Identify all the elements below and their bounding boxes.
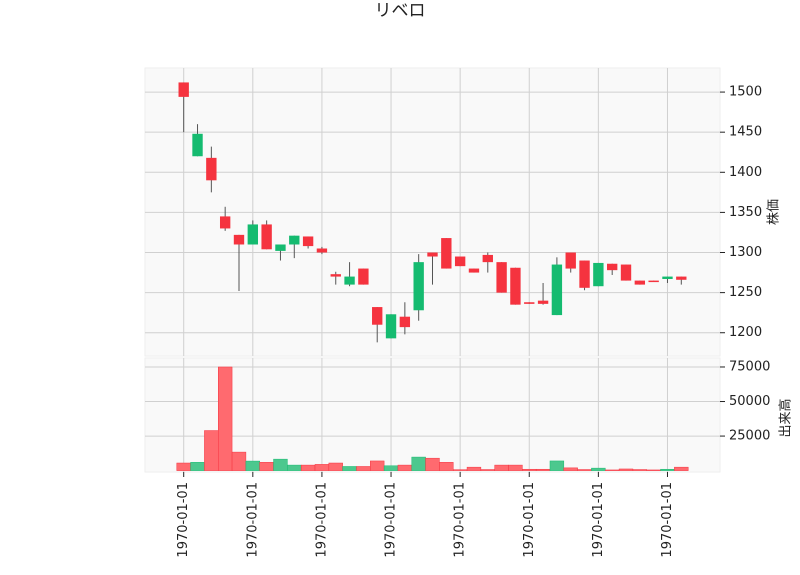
candle-body	[537, 300, 549, 304]
volume-bar	[342, 466, 357, 471]
volume-bar	[287, 464, 302, 471]
volume-bar	[314, 464, 330, 471]
x-tick-label: 1970-01-01	[522, 482, 537, 558]
candle-body	[468, 268, 480, 273]
candle-body	[551, 264, 563, 316]
y-axis-label: 出来高	[778, 398, 794, 437]
volume-bar	[480, 469, 495, 471]
volume-bar	[452, 469, 468, 471]
volume-bar	[218, 366, 233, 471]
candle-body	[316, 248, 328, 253]
candle-body	[275, 244, 286, 251]
volume-bar	[439, 462, 454, 471]
volume-bar	[397, 464, 413, 471]
candle-body	[620, 264, 632, 281]
candle-body	[413, 262, 424, 311]
x-tick-label: 1970-01-01	[176, 482, 191, 558]
chart-title: リベロ	[375, 1, 426, 21]
volume-bar	[508, 464, 523, 471]
y-tick-label: 1450	[729, 125, 762, 140]
candle-body	[454, 256, 466, 267]
volume-bar	[425, 457, 440, 471]
candle-body	[358, 268, 369, 285]
x-tick-label: 1970-01-01	[660, 482, 675, 558]
candle-body	[510, 267, 521, 305]
volume-bar	[494, 464, 509, 471]
candle-body	[676, 276, 687, 280]
candle-body	[289, 235, 300, 245]
candle-body	[206, 157, 217, 181]
y-tick-label: 50000	[729, 394, 770, 409]
volume-bar	[273, 458, 288, 471]
volume-bar	[535, 468, 551, 471]
candle-body	[261, 224, 272, 250]
volume-bar	[259, 462, 274, 471]
volume-bar	[522, 468, 537, 471]
y-tick-label: 25000	[729, 429, 770, 444]
volume-bar	[466, 466, 482, 471]
x-tick-label: 1970-01-01	[591, 482, 606, 558]
candle-body	[482, 254, 493, 263]
y-tick-label: 75000	[729, 359, 770, 374]
candle-body	[219, 216, 231, 229]
volume-bar	[660, 468, 675, 471]
volume-bar	[190, 462, 205, 471]
x-tick-label: 1970-01-01	[384, 482, 399, 558]
volume-bar	[577, 469, 592, 471]
candle-body	[330, 274, 341, 277]
candle-body	[607, 263, 618, 271]
candle-body	[385, 314, 397, 339]
volume-bar	[370, 460, 385, 471]
x-tick-label: 1970-01-01	[453, 482, 468, 558]
candle-body	[399, 316, 411, 328]
y-tick-label: 1350	[729, 205, 762, 220]
candle-body	[427, 252, 438, 257]
candle-body	[565, 252, 576, 269]
candle-body	[662, 276, 673, 279]
volume-bar	[591, 467, 606, 471]
volume-bar	[176, 462, 191, 471]
candle-body	[192, 133, 203, 157]
candle-body	[648, 280, 659, 283]
volume-bar	[356, 466, 371, 471]
candle-body	[344, 276, 355, 285]
volume-bar	[300, 464, 316, 471]
volume-bar	[605, 469, 620, 471]
candle-body	[579, 260, 590, 288]
y-tick-label: 1250	[729, 285, 762, 300]
volume-bar	[618, 468, 634, 471]
y-tick-label: 1500	[729, 85, 762, 100]
candle-body	[593, 262, 604, 287]
volume-bar	[674, 466, 689, 471]
candle-body	[247, 224, 258, 245]
volume-bar	[646, 469, 661, 471]
y-tick-label: 1400	[729, 165, 762, 180]
candle-body	[634, 280, 646, 285]
volume-bar	[411, 456, 426, 471]
x-tick-label: 1970-01-01	[314, 482, 329, 558]
candle-body	[233, 234, 245, 245]
y-tick-label: 1300	[729, 245, 762, 260]
y-axis-label: 株価	[767, 199, 782, 225]
volume-bar	[563, 467, 578, 471]
candle-body	[302, 236, 314, 247]
volume-bar	[231, 451, 247, 471]
volume-bar	[204, 430, 219, 471]
candle-body	[496, 262, 507, 293]
volume-bar	[328, 462, 343, 471]
volume-bar	[383, 465, 399, 471]
volume-bar	[632, 469, 647, 471]
candle-body	[524, 302, 535, 304]
candle-body	[441, 238, 452, 269]
candle-body	[372, 307, 383, 325]
candle-body	[178, 82, 189, 97]
y-tick-label: 1200	[729, 325, 762, 340]
x-tick-label: 1970-01-01	[245, 482, 260, 558]
volume-bar	[549, 460, 565, 471]
volume-bar	[245, 460, 260, 471]
